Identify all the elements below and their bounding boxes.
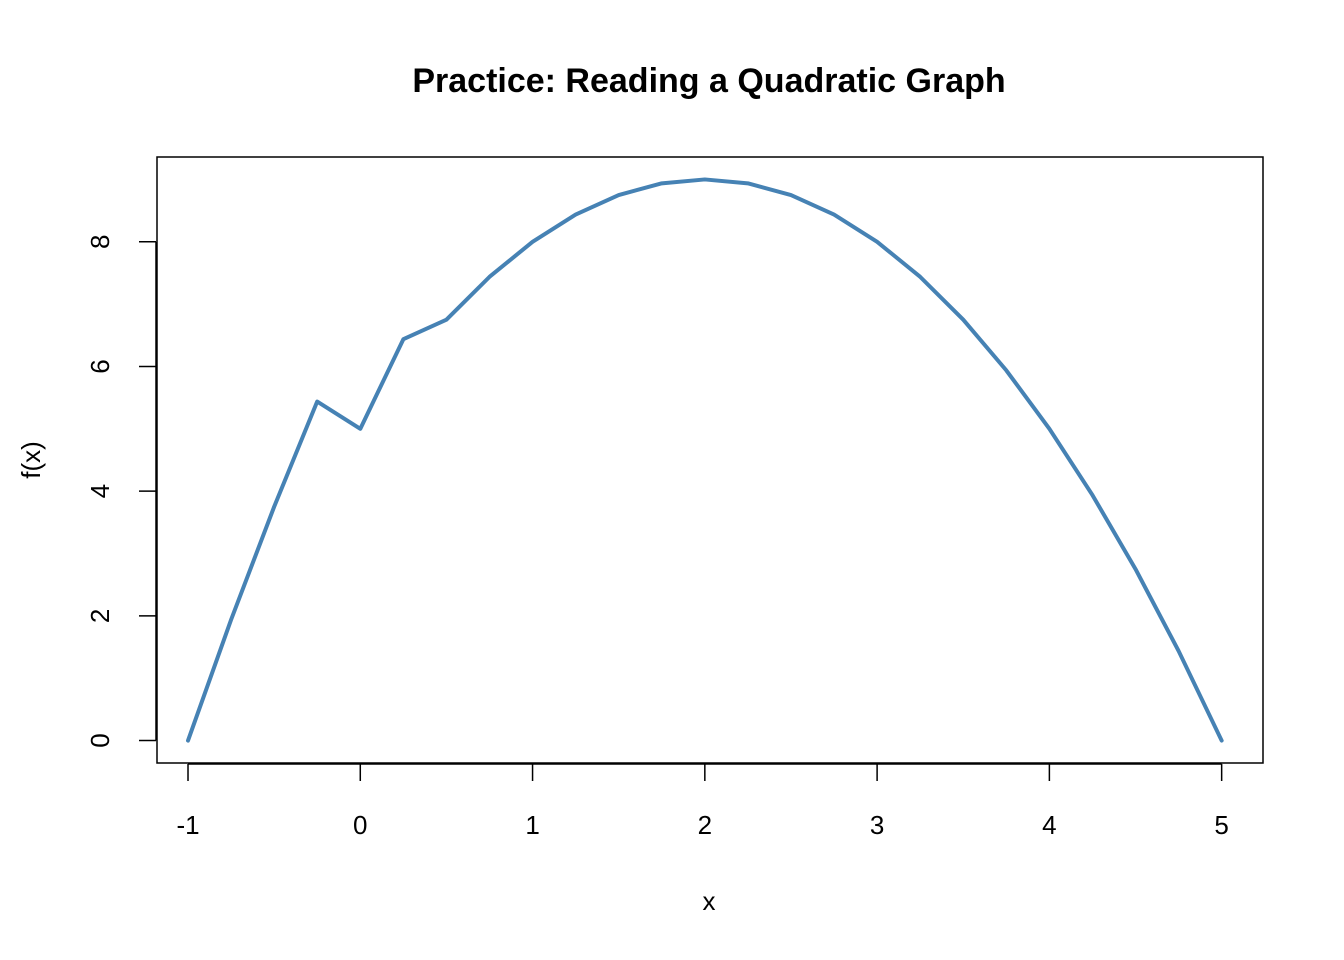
- x-tick-label: 4: [1042, 810, 1056, 840]
- x-tick-label: 0: [353, 810, 367, 840]
- y-axis: 0 2 4 6 8: [85, 235, 157, 748]
- x-tick-label: 5: [1214, 810, 1228, 840]
- x-tick-label: 1: [525, 810, 539, 840]
- y-tick-label: 6: [85, 359, 115, 373]
- x-axis-label: x: [703, 886, 716, 916]
- x-tick-label: 3: [870, 810, 884, 840]
- y-tick-label: 2: [85, 609, 115, 623]
- series-line: [186, 177, 1224, 743]
- plot-frame: [156, 156, 1264, 764]
- series-layer: [186, 177, 1224, 743]
- x-tick-label: -1: [176, 810, 199, 840]
- y-axis-label: f(x): [16, 441, 46, 479]
- x-axis: -1 0 1 2 3 4 5: [176, 763, 1229, 840]
- x-tick-label: 2: [698, 810, 712, 840]
- y-tick-label: 4: [85, 484, 115, 498]
- y-tick-label: 0: [85, 733, 115, 747]
- y-tick-label: 8: [85, 235, 115, 249]
- chart-title: Practice: Reading a Quadratic Graph: [412, 62, 1005, 100]
